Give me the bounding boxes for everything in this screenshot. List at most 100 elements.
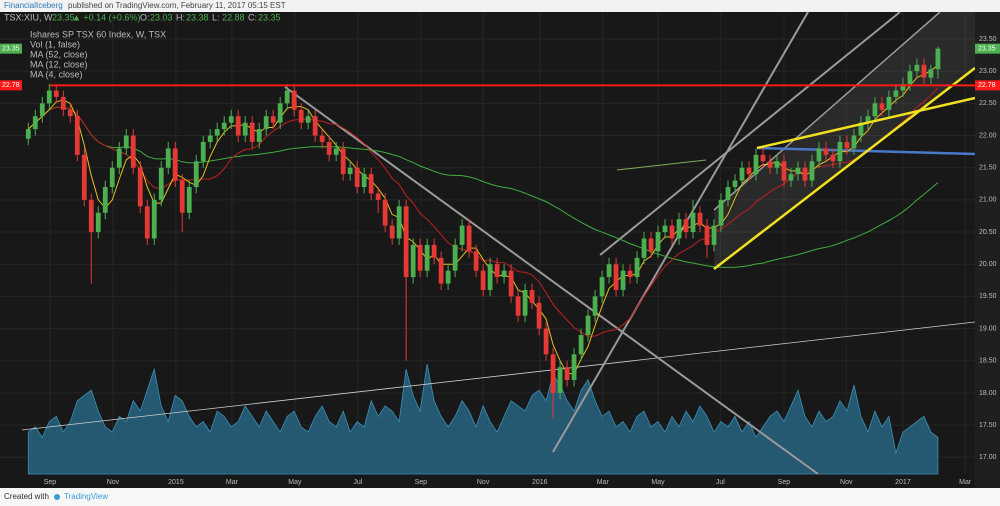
- header-ohlc: O: 23.03 H: 23.38 L: 22.88 C: 23.35: [140, 12, 281, 22]
- candle-body: [613, 264, 619, 290]
- y-tick-label: 21.00: [979, 197, 997, 204]
- candle-body: [767, 161, 773, 168]
- candle-body: [557, 367, 563, 393]
- candle-body: [732, 180, 738, 188]
- candle-body: [81, 154, 87, 200]
- y-tick-label: 17.50: [979, 422, 997, 429]
- trend-line: [713, 67, 976, 270]
- legend-entry: MA (12, close): [30, 59, 88, 69]
- candle-body: [123, 135, 129, 149]
- candle-body: [809, 161, 815, 181]
- trend-line: [713, 11, 941, 211]
- candle-body: [256, 129, 262, 142]
- candle-body: [389, 225, 395, 239]
- top-bar: [0, 0, 1000, 12]
- candle-body: [74, 116, 80, 155]
- candle-body: [662, 225, 668, 233]
- candle-body: [788, 174, 794, 181]
- candle-body: [564, 367, 570, 381]
- ohlc-label: C:: [248, 12, 257, 22]
- candle-body: [60, 96, 66, 110]
- candle-body: [95, 212, 101, 233]
- candle-body: [39, 103, 45, 117]
- x-tick-label: May: [288, 479, 302, 486]
- ohlc-value: 23.38: [186, 12, 209, 22]
- last-price-box-label: 23.35: [2, 46, 20, 53]
- candle-body: [396, 206, 402, 239]
- y-tick-label: 20.00: [979, 261, 997, 268]
- candle-body: [354, 167, 360, 188]
- x-tick-label: Mar: [597, 479, 610, 486]
- candle-body: [501, 270, 507, 278]
- volume-pane: [27, 363, 939, 475]
- candle-body: [319, 135, 325, 142]
- publisher[interactable]: FinancialIceberg: [4, 1, 63, 10]
- candle-body: [487, 264, 493, 290]
- trend-line: [599, 11, 901, 256]
- header-legend: TSX:XIU, W 23.35 ▲ +0.14 (+0.6%) O: 23.03…: [4, 12, 281, 79]
- y-tick-label: 20.50: [979, 229, 997, 236]
- candle-body: [186, 187, 192, 213]
- candle-body: [137, 167, 143, 207]
- candle-body: [382, 199, 388, 226]
- x-tick-label: Nov: [107, 479, 120, 486]
- candle-body: [424, 244, 430, 271]
- candle-body: [277, 103, 283, 123]
- candle-body: [641, 238, 647, 258]
- overlays: 22.78 23.35: [0, 43, 975, 91]
- candle-body: [893, 90, 899, 97]
- candle-body: [333, 148, 339, 155]
- candle-body: [704, 225, 710, 245]
- y-tick-label: 17.00: [979, 454, 997, 461]
- x-tick-label: 2015: [168, 479, 184, 486]
- candle-body: [802, 167, 808, 181]
- level-axis-tag: [975, 80, 1000, 91]
- candle-body: [179, 180, 185, 213]
- volume-area: [27, 363, 939, 475]
- candle-body: [200, 141, 206, 162]
- footer-brand[interactable]: TradingView: [64, 492, 108, 501]
- y-tick-label: 23.00: [979, 68, 997, 75]
- candle-body: [242, 122, 248, 136]
- candle-body: [872, 103, 878, 117]
- candle-body: [459, 225, 465, 245]
- candle-body: [375, 193, 381, 200]
- candle-body: [914, 64, 920, 72]
- candle-body: [88, 199, 94, 233]
- candle-body: [795, 167, 801, 175]
- x-tick-label: Sep: [415, 479, 428, 486]
- candle-body: [284, 90, 290, 104]
- candle-body: [676, 219, 682, 239]
- x-tick-label: Nov: [840, 479, 853, 486]
- candle-body: [32, 116, 38, 130]
- axes: 17.00 17.50 18.00 18.50 19.00 19.50 20.00 20.50…: [44, 36, 1000, 486]
- candle-body: [25, 129, 31, 139]
- x-tick-label: 2017: [895, 479, 911, 486]
- candle-body: [452, 244, 458, 271]
- candle-body: [235, 116, 241, 136]
- last-price-axis-label: 23.35: [978, 46, 996, 53]
- candle-body: [207, 135, 213, 142]
- candle-body: [620, 270, 626, 290]
- candle-body: [522, 289, 528, 316]
- symbol: TSX:XIU, W: [4, 12, 53, 22]
- candle-body: [144, 206, 150, 239]
- candle-body: [326, 141, 332, 155]
- candle-body: [403, 206, 409, 278]
- ohlc-label: H:: [176, 12, 185, 22]
- legend: MA (52, close)MA (12, close)MA (4, close…: [30, 49, 88, 79]
- ohlc-label: L:: [212, 12, 220, 22]
- x-tick-label: Mar: [959, 479, 972, 486]
- y-tick-label: 23.50: [979, 36, 997, 43]
- candle-body: [158, 167, 164, 200]
- candle-body: [473, 251, 479, 271]
- candle-body: [550, 354, 556, 393]
- candle-body: [816, 148, 822, 162]
- candle-body: [648, 238, 654, 252]
- price-axis: [975, 12, 1000, 488]
- candle-body: [606, 264, 612, 278]
- x-tick-label: Nov: [477, 479, 490, 486]
- candle-body: [46, 90, 52, 104]
- legend-entry: Vol (1, false): [30, 39, 80, 49]
- candle-body: [466, 225, 472, 252]
